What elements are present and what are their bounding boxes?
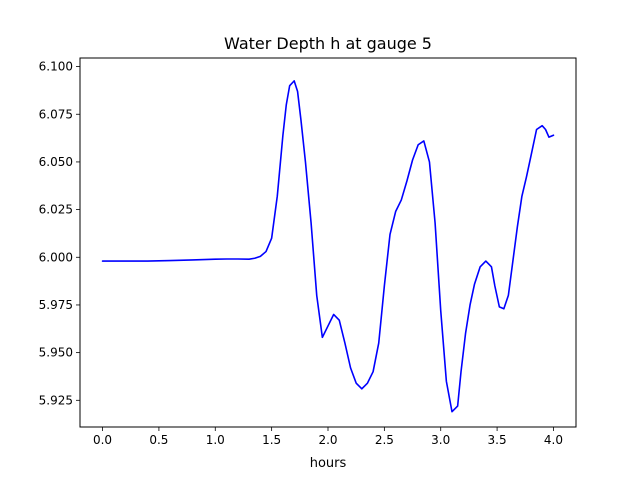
x-axis-ticks: 0.0 0.5 1.0 1.5 2.0 2.5 3.0 3.5 4.0 <box>93 427 563 447</box>
y-tick-label: 6.075 <box>39 107 73 121</box>
x-tick-label: 3.0 <box>431 433 450 447</box>
x-tick-label: 3.5 <box>488 433 507 447</box>
y-axis-ticks: 5.925 5.950 5.975 6.000 6.025 6.050 6.075 6.100 <box>39 60 80 407</box>
series-line-1 <box>101 80 555 413</box>
x-tick-label: 2.5 <box>375 433 394 447</box>
axes-frame <box>79 57 577 428</box>
x-tick-label: 0.0 <box>93 433 112 447</box>
y-tick-label: 6.050 <box>39 155 73 169</box>
x-axis-label: hours <box>310 456 347 471</box>
y-tick-label: 6.100 <box>39 60 73 74</box>
y-tick-label: 5.925 <box>39 393 73 407</box>
y-tick-label: 5.975 <box>39 298 73 312</box>
x-tick-label: 4.0 <box>544 433 563 447</box>
x-tick-label: 1.5 <box>262 433 281 447</box>
y-tick-label: 6.000 <box>39 250 73 264</box>
x-tick-label: 2.0 <box>318 433 337 447</box>
plot-area <box>79 57 577 428</box>
x-tick-label: 1.0 <box>206 433 225 447</box>
chart-title: Water Depth h at gauge 5 <box>224 34 432 53</box>
x-tick-label: 0.5 <box>149 433 168 447</box>
y-tick-label: 5.950 <box>39 346 73 360</box>
y-tick-label: 6.025 <box>39 203 73 217</box>
